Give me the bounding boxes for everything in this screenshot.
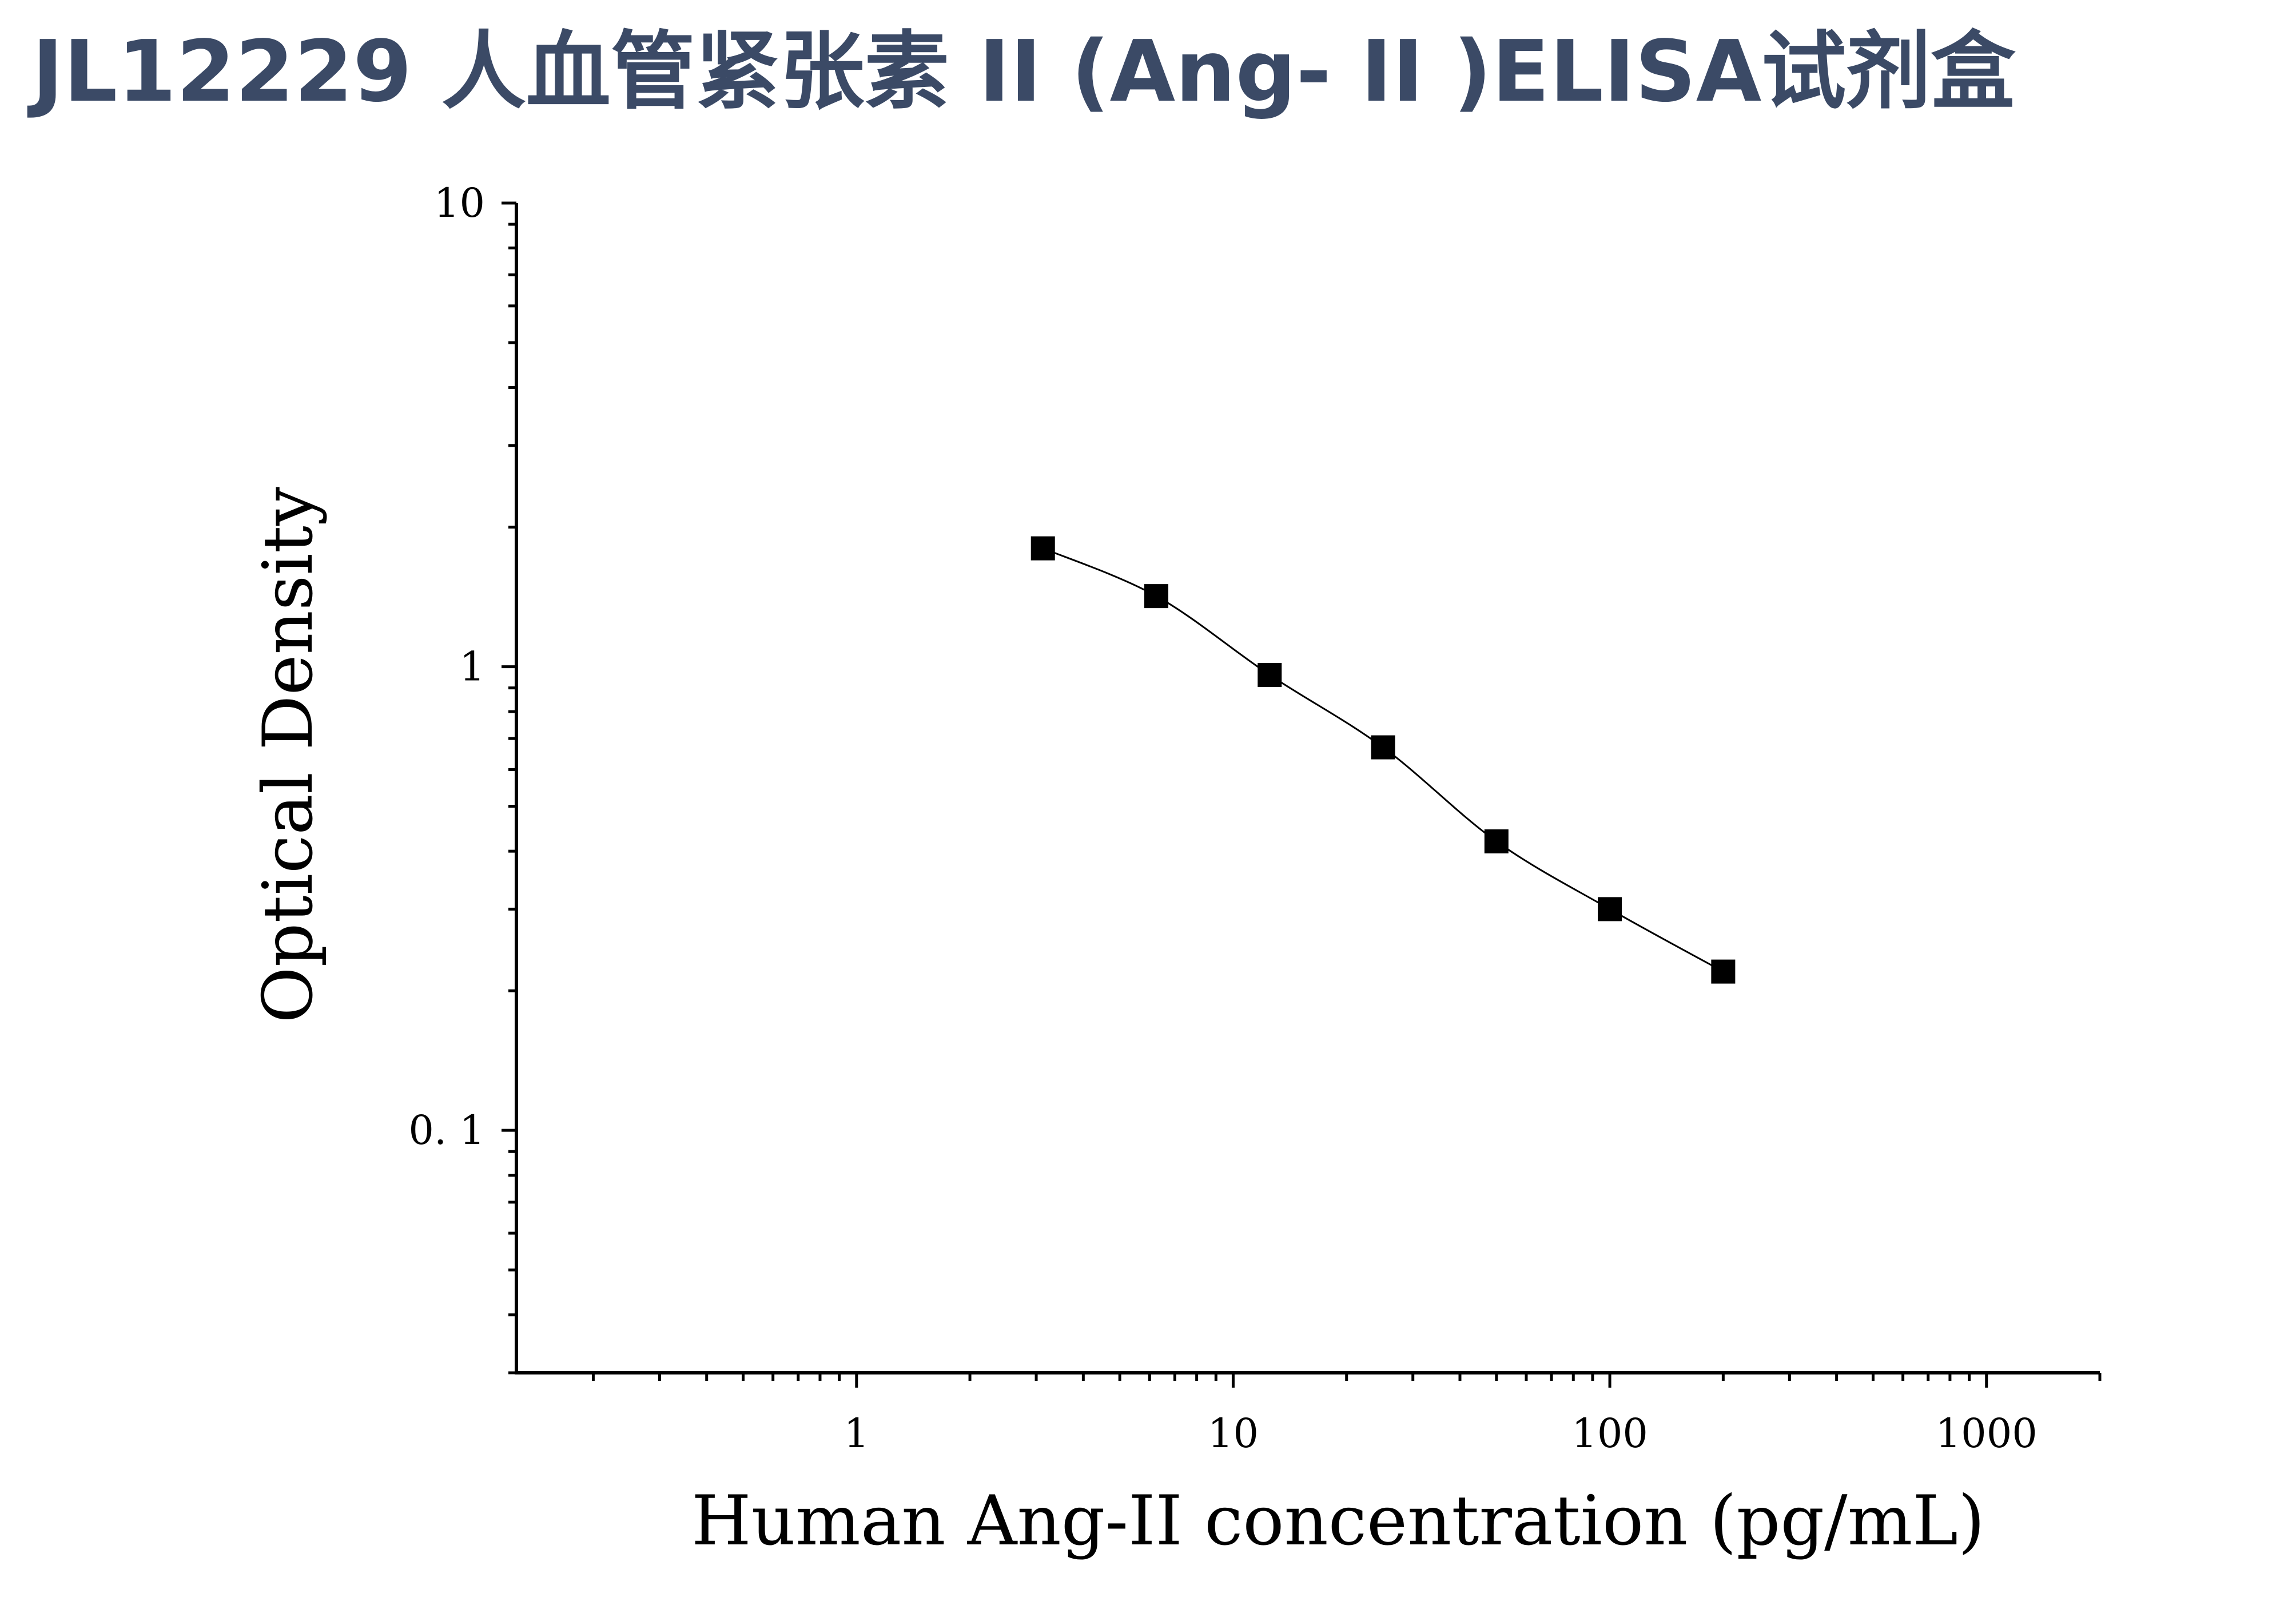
- data-point: [1484, 829, 1509, 853]
- x-tick-label: 1: [844, 1410, 870, 1457]
- x-tick-label: 100: [1571, 1410, 1648, 1457]
- data-point: [1030, 536, 1055, 561]
- tick-labels: 10 1 0. 1 1 10 100 1000: [408, 180, 2037, 1457]
- data-point: [1258, 662, 1282, 687]
- axes: [515, 203, 2100, 1374]
- data-point: [1144, 584, 1169, 609]
- data-point: [1371, 735, 1395, 760]
- data-point: [1711, 959, 1736, 984]
- y-tick-label: 1: [459, 643, 485, 690]
- page-title: JL12229 人血管紧张素 II (Ang- II )ELISA试剂盒: [32, 22, 2016, 121]
- x-axis-title: Human Ang-II concentration (pg/mL): [691, 1481, 1985, 1561]
- y-axis-title: Optical Density: [249, 487, 328, 1023]
- y-tick-label: 10: [434, 180, 485, 227]
- data-point: [1598, 897, 1622, 921]
- data-points: [1030, 536, 1736, 984]
- y-tick-label: 0. 1: [408, 1107, 485, 1154]
- x-tick-label: 1000: [1936, 1410, 2038, 1457]
- ticks: [502, 201, 2102, 1388]
- x-tick-label: 10: [1208, 1410, 1259, 1457]
